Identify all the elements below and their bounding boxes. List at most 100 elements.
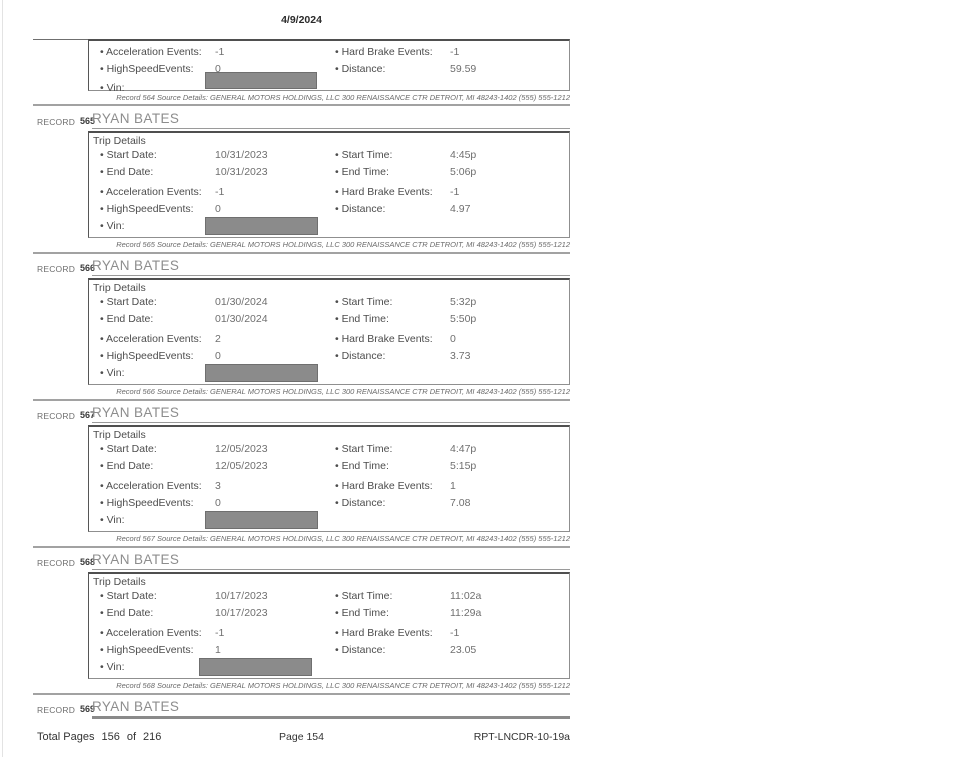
record-name: RYAN BATES: [92, 258, 180, 273]
start-date-label: • Start Date:: [100, 443, 157, 455]
vin-label: • Vin:: [100, 82, 125, 94]
end-time-label: • End Time:: [335, 607, 389, 619]
record-name: RYAN BATES: [92, 405, 180, 420]
vin-label: • Vin:: [100, 220, 125, 232]
hard-brake-value: -1: [450, 46, 460, 58]
hard-brake-label: • Hard Brake Events:: [335, 627, 433, 639]
distance-value: 3.73: [450, 350, 471, 362]
high-speed-value: 0: [215, 63, 221, 75]
of-label: of: [126, 731, 137, 743]
vin-redaction-box: [205, 364, 318, 382]
trip-details-label: Trip Details: [93, 135, 146, 147]
trip-row: • End Date: 10/17/2023 • End Time: 11:29…: [89, 607, 569, 620]
acceleration-label: • Acceleration Events:: [100, 333, 202, 345]
high-speed-label: • HighSpeedEvents:: [100, 203, 194, 215]
trip-row: • HighSpeedEvents: 0 • Distance: 59.59: [89, 63, 569, 76]
trip-row: • Vin:: [89, 514, 569, 527]
trip-row: • Start Date: 10/31/2023 • Start Time: 4…: [89, 149, 569, 162]
hard-brake-value: -1: [450, 186, 460, 198]
vin-redaction-box: [205, 511, 318, 529]
high-speed-label: • HighSpeedEvents:: [100, 63, 194, 75]
trip-row: • End Date: 10/31/2023 • End Time: 5:06p: [89, 166, 569, 179]
start-time-label: • Start Time:: [335, 296, 393, 308]
end-time-label: • End Time:: [335, 166, 389, 178]
vin-redaction-box: [205, 72, 317, 89]
end-date-label: • End Date:: [100, 166, 154, 178]
trip-row: • Vin:: [89, 367, 569, 380]
record-number: 569: [80, 704, 96, 714]
trip-details-box: Trip Details • Start Date: 10/31/2023 • …: [88, 131, 570, 238]
acceleration-value: 3: [215, 480, 221, 492]
trip-row: • Acceleration Events: 2 • Hard Brake Ev…: [89, 333, 569, 346]
trip-row: • Acceleration Events: -1 • Hard Brake E…: [89, 46, 569, 59]
distance-label: • Distance:: [335, 350, 386, 362]
high-speed-value: 1: [215, 644, 221, 656]
end-date-value: 10/17/2023: [215, 607, 268, 619]
distance-value: 23.05: [450, 644, 477, 656]
record-label: RECORD: [37, 411, 76, 421]
footer-report-id: RPT-LNCDR-10-19a: [473, 731, 570, 743]
trip-details-label: Trip Details: [93, 282, 146, 294]
end-date-label: • End Date:: [100, 460, 154, 472]
name-underline: [92, 716, 570, 719]
page-edge: [2, 0, 3, 757]
report-content: • Acceleration Events: -1 • Hard Brake E…: [33, 0, 570, 757]
trip-row: • HighSpeedEvents: 0 • Distance: 4.97: [89, 203, 569, 216]
trip-details-label: Trip Details: [93, 576, 146, 588]
record-separator-rule: [33, 104, 570, 106]
high-speed-label: • HighSpeedEvents:: [100, 644, 194, 656]
record-label: RECORD: [37, 264, 76, 274]
record-separator-rule: [33, 693, 570, 695]
start-time-label: • Start Time:: [335, 149, 393, 161]
hard-brake-label: • Hard Brake Events:: [335, 186, 433, 198]
distance-value: 4.97: [450, 203, 471, 215]
trip-row: • Start Date: 01/30/2024 • Start Time: 5…: [89, 296, 569, 309]
trip-row: • Vin:: [89, 220, 569, 233]
acceleration-label: • Acceleration Events:: [100, 46, 202, 58]
trip-details-box: Trip Details • Start Date: 01/30/2024 • …: [88, 278, 570, 385]
trip-details-box: Trip Details • Start Date: 10/17/2023 • …: [88, 572, 570, 679]
acceleration-value: -1: [215, 46, 225, 58]
high-speed-label: • HighSpeedEvents:: [100, 497, 194, 509]
trip-row: • HighSpeedEvents: 0 • Distance: 7.08: [89, 497, 569, 510]
total-pages-count: 156: [101, 731, 120, 743]
record-separator-rule: [33, 546, 570, 548]
record-label: RECORD: [37, 117, 76, 127]
start-date-value: 10/31/2023: [215, 149, 268, 161]
distance-label: • Distance:: [335, 644, 386, 656]
record-name: RYAN BATES: [92, 111, 180, 126]
source-details: Record 568 Source Details: GENERAL MOTOR…: [116, 681, 570, 690]
high-speed-value: 0: [215, 203, 221, 215]
trip-row: • End Date: 01/30/2024 • End Time: 5:50p: [89, 313, 569, 326]
source-details: Record 565 Source Details: GENERAL MOTOR…: [116, 240, 570, 249]
distance-label: • Distance:: [335, 203, 386, 215]
hard-brake-value: 1: [450, 480, 456, 492]
total-pages-total: 216: [143, 731, 162, 743]
source-details: Record 564 Source Details: GENERAL MOTOR…: [116, 93, 570, 102]
source-details: Record 566 Source Details: GENERAL MOTOR…: [116, 387, 570, 396]
footer-total-pages: Total Pages 156 of 216: [37, 731, 168, 743]
record-number: 567: [80, 410, 96, 420]
trip-row: • Vin:: [89, 82, 569, 95]
source-details: Record 567 Source Details: GENERAL MOTOR…: [116, 534, 570, 543]
end-date-label: • End Date:: [100, 607, 154, 619]
vin-label: • Vin:: [100, 514, 125, 526]
name-underline: [92, 128, 570, 129]
acceleration-value: 2: [215, 333, 221, 345]
vin-label: • Vin:: [100, 367, 125, 379]
start-time-value: 4:47p: [450, 443, 477, 455]
record-label: RECORD: [37, 705, 76, 715]
trip-row: • Start Date: 10/17/2023 • Start Time: 1…: [89, 590, 569, 603]
hard-brake-label: • Hard Brake Events:: [335, 46, 433, 58]
high-speed-label: • HighSpeedEvents:: [100, 350, 194, 362]
start-date-value: 12/05/2023: [215, 443, 268, 455]
name-underline: [92, 569, 570, 570]
start-time-value: 11:02a: [450, 590, 482, 602]
end-date-value: 10/31/2023: [215, 166, 268, 178]
hard-brake-value: 0: [450, 333, 456, 345]
start-date-label: • Start Date:: [100, 296, 157, 308]
end-time-label: • End Time:: [335, 460, 389, 472]
trip-details-label: Trip Details: [93, 429, 146, 441]
trip-row: • Acceleration Events: -1 • Hard Brake E…: [89, 186, 569, 199]
